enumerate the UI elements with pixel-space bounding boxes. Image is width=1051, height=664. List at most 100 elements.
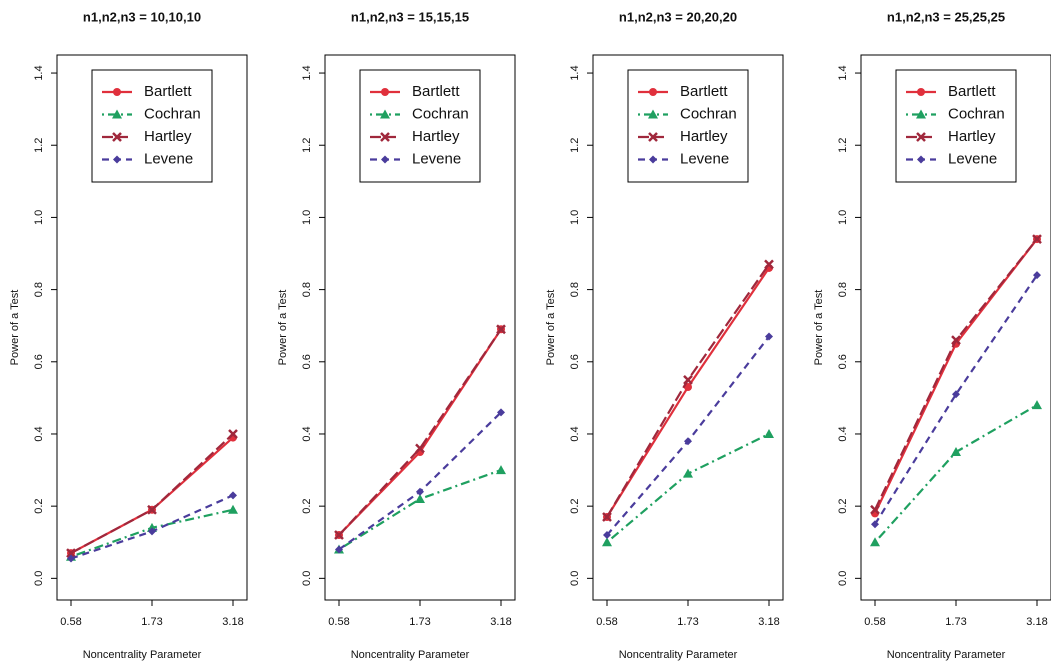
y-tick-label: 1.4 bbox=[33, 65, 45, 80]
marker bbox=[497, 408, 505, 417]
x-tick-label: 3.18 bbox=[490, 616, 511, 628]
marker bbox=[951, 335, 961, 346]
x-tick-label: 1.73 bbox=[141, 616, 162, 628]
legend-label: Levene bbox=[948, 150, 997, 167]
marker bbox=[112, 132, 122, 142]
series-line bbox=[606, 335, 770, 536]
legend-label: Bartlett bbox=[680, 83, 728, 100]
series-line bbox=[874, 238, 1038, 514]
legend-box bbox=[895, 69, 1017, 183]
marker bbox=[335, 545, 343, 554]
y-axis-label: Power of a Test bbox=[545, 290, 557, 366]
marker bbox=[148, 527, 156, 536]
marker bbox=[916, 109, 926, 119]
marker bbox=[952, 390, 960, 399]
marker bbox=[496, 324, 506, 335]
y-axis-label: Power of a Test bbox=[813, 290, 825, 366]
y-tick-label: 1.4 bbox=[837, 65, 849, 80]
marker bbox=[380, 132, 390, 142]
y-tick-label: 0.2 bbox=[569, 499, 581, 514]
marker bbox=[113, 88, 121, 96]
y-tick-label: 0.0 bbox=[33, 571, 45, 586]
series-line bbox=[606, 267, 770, 518]
x-tick-label: 1.73 bbox=[945, 616, 966, 628]
marker bbox=[603, 531, 611, 540]
marker bbox=[496, 465, 506, 475]
marker bbox=[66, 548, 76, 558]
marker bbox=[765, 332, 773, 341]
marker bbox=[415, 493, 425, 503]
y-tick-label: 0.2 bbox=[837, 499, 849, 514]
marker bbox=[67, 554, 75, 563]
series-line bbox=[70, 436, 234, 555]
legend-label: Bartlett bbox=[948, 83, 996, 100]
y-tick-label: 1.0 bbox=[301, 210, 313, 225]
marker bbox=[228, 504, 238, 514]
chart-title: n1,n2,n3 = 25,25,25 bbox=[887, 9, 1005, 24]
series-line bbox=[338, 411, 502, 551]
marker bbox=[229, 491, 237, 500]
marker bbox=[916, 132, 926, 142]
series-line bbox=[874, 404, 1038, 543]
marker bbox=[917, 155, 925, 164]
x-axis-label: Noncentrality Parameter bbox=[887, 649, 1006, 661]
x-axis-label: Noncentrality Parameter bbox=[351, 649, 470, 661]
y-tick-label: 1.4 bbox=[569, 65, 581, 80]
marker bbox=[416, 487, 424, 496]
marker bbox=[381, 88, 389, 96]
marker bbox=[870, 504, 880, 515]
x-tick-label: 1.73 bbox=[677, 616, 698, 628]
legend-label: Cochran bbox=[144, 105, 201, 122]
marker bbox=[1032, 400, 1042, 410]
legend-label: Bartlett bbox=[412, 83, 460, 100]
x-tick-label: 3.18 bbox=[758, 616, 779, 628]
legend-label: Levene bbox=[144, 150, 193, 167]
marker bbox=[1033, 271, 1041, 280]
marker bbox=[112, 109, 122, 119]
x-axis-label: Noncentrality Parameter bbox=[619, 649, 738, 661]
legend-box bbox=[91, 69, 213, 183]
y-tick-label: 0.6 bbox=[837, 354, 849, 369]
y-tick-label: 0.6 bbox=[301, 354, 313, 369]
chart-title: n1,n2,n3 = 20,20,20 bbox=[619, 9, 737, 24]
y-tick-label: 1.0 bbox=[569, 210, 581, 225]
marker bbox=[683, 468, 693, 478]
y-tick-label: 1.0 bbox=[33, 210, 45, 225]
marker bbox=[649, 88, 657, 96]
y-axis-label: Power of a Test bbox=[277, 290, 289, 366]
y-tick-label: 0.4 bbox=[837, 426, 849, 441]
y-tick-label: 0.8 bbox=[837, 282, 849, 297]
marker bbox=[381, 155, 389, 164]
x-axis-label: Noncentrality Parameter bbox=[83, 649, 202, 661]
legend-label: Cochran bbox=[948, 105, 1005, 122]
marker bbox=[147, 504, 157, 515]
legend-label: Levene bbox=[412, 150, 461, 167]
legend-label: Hartley bbox=[680, 128, 728, 145]
y-tick-label: 0.0 bbox=[301, 571, 313, 586]
marker bbox=[764, 259, 774, 270]
series-line bbox=[606, 432, 770, 544]
y-tick-label: 0.6 bbox=[569, 354, 581, 369]
legend-box bbox=[627, 69, 749, 183]
y-axis-label: Power of a Test bbox=[9, 290, 21, 366]
x-tick-label: 0.58 bbox=[864, 616, 885, 628]
y-tick-label: 1.2 bbox=[837, 138, 849, 153]
legend-label: Hartley bbox=[948, 128, 996, 145]
y-tick-label: 0.0 bbox=[569, 571, 581, 586]
marker bbox=[870, 537, 880, 547]
marker bbox=[113, 155, 121, 164]
marker bbox=[228, 429, 238, 439]
marker bbox=[648, 132, 658, 142]
series-line bbox=[874, 274, 1038, 525]
y-tick-label: 0.8 bbox=[301, 282, 313, 297]
y-tick-label: 1.0 bbox=[837, 210, 849, 225]
y-tick-label: 0.4 bbox=[569, 426, 581, 441]
x-tick-label: 0.58 bbox=[60, 616, 81, 628]
marker bbox=[602, 512, 612, 522]
marker bbox=[1032, 234, 1042, 244]
y-tick-label: 0.2 bbox=[33, 499, 45, 514]
chart-title: n1,n2,n3 = 15,15,15 bbox=[351, 9, 469, 24]
y-tick-label: 1.2 bbox=[33, 138, 45, 153]
y-tick-label: 0.6 bbox=[33, 354, 45, 369]
